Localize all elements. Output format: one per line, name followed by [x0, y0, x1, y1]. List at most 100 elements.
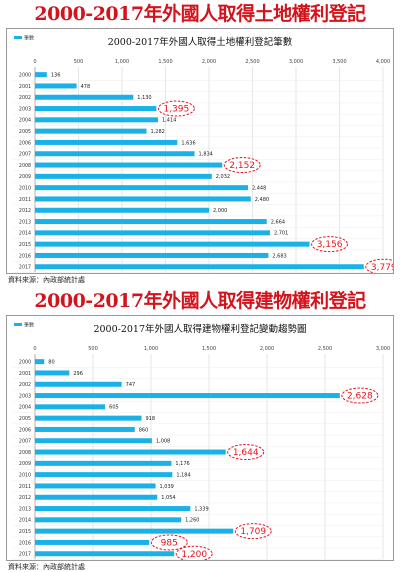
x-tick-label: 1,500	[158, 59, 172, 65]
bar	[35, 551, 175, 557]
y-tick-label: 2012	[19, 495, 31, 501]
source-note-land: 資料來源：內政部統計處	[8, 276, 85, 284]
highlight-ellipse	[341, 387, 379, 404]
bar	[35, 151, 195, 157]
data-label-highlight: 2,152	[229, 161, 255, 171]
bar	[35, 106, 157, 112]
data-label: 747	[126, 382, 136, 388]
x-tick-label: 1,000	[144, 346, 158, 352]
chart-title: 2000-2017年外國人取得土地權利登記筆數	[108, 36, 293, 48]
bar	[35, 404, 106, 410]
x-tick-label: 2,000	[202, 59, 216, 65]
bar	[35, 94, 134, 100]
y-tick-label: 2015	[19, 529, 31, 535]
y-tick-label: 2007	[19, 152, 31, 158]
x-tick-label: 1,000	[115, 59, 129, 65]
bar	[35, 517, 182, 523]
data-label: 1,834	[199, 152, 213, 158]
x-tick-label: 2,000	[260, 346, 274, 352]
bar	[35, 426, 135, 432]
bar	[35, 370, 70, 376]
bar	[35, 83, 77, 89]
bar	[35, 449, 226, 455]
bar	[35, 460, 172, 466]
bar	[35, 185, 248, 191]
y-tick-label: 2017	[19, 552, 31, 558]
data-label: 2,032	[216, 174, 230, 180]
y-tick-label: 2013	[19, 506, 31, 512]
y-tick-label: 2002	[19, 382, 31, 388]
y-tick-label: 2004	[19, 405, 31, 411]
y-tick-label: 2001	[19, 371, 31, 377]
legend-label: 筆數	[24, 35, 34, 42]
bar	[35, 173, 212, 179]
bar	[35, 494, 158, 500]
y-tick-label: 2015	[19, 242, 31, 248]
y-tick-label: 2008	[19, 163, 31, 169]
data-label: 1,282	[151, 129, 165, 135]
y-tick-label: 2011	[19, 484, 31, 490]
data-label-highlight: 985	[161, 538, 178, 548]
y-tick-label: 2003	[19, 106, 31, 112]
legend-swatch	[14, 36, 22, 39]
bar	[35, 393, 340, 399]
data-label: 2,480	[255, 197, 269, 203]
data-label: 1,039	[160, 484, 174, 490]
y-tick-label: 2006	[19, 427, 31, 433]
bar	[35, 438, 152, 444]
data-label: 1,054	[161, 495, 175, 501]
bar	[35, 415, 142, 421]
y-tick-label: 2011	[19, 197, 31, 203]
y-tick-label: 2010	[19, 185, 31, 191]
x-tick-label: 2,500	[318, 346, 332, 352]
headline-building: 2000-2017年外國人取得建物權利登記	[34, 290, 366, 312]
y-tick-label: 2000	[19, 72, 31, 78]
building-registration-chart: 2000-2017年外國人取得建物權利登記變動趨勢圖 筆數 0 500 1,000 1,5…	[13, 322, 390, 560]
data-label: 2,448	[252, 185, 266, 191]
bar	[35, 483, 156, 489]
bar	[35, 359, 45, 365]
y-tick-label: 2012	[19, 208, 31, 214]
data-label: 80	[48, 359, 54, 365]
y-tick-label: 2003	[19, 393, 31, 399]
data-label-highlight: 1,200	[181, 550, 207, 560]
data-label: 1,008	[156, 439, 170, 445]
y-tick-label: 2014	[19, 518, 31, 524]
data-label: 478	[81, 84, 91, 90]
y-tick-label: 2005	[19, 416, 31, 422]
bar	[35, 162, 223, 168]
highlight-ellipse	[223, 157, 261, 174]
data-label-highlight: 3,779	[371, 263, 393, 273]
x-tick-label: 3,000	[289, 59, 303, 65]
data-label: 2,683	[272, 253, 286, 259]
data-label: 1,130	[137, 95, 151, 101]
x-tick-label: 2,500	[245, 59, 259, 65]
bar	[35, 241, 310, 247]
bar	[35, 128, 147, 134]
bar	[35, 196, 251, 202]
bar	[35, 219, 267, 225]
data-label-highlight: 3,156	[317, 240, 343, 250]
headline-land: 2000-2017年外國人取得土地權利登記	[34, 3, 366, 25]
data-label-highlight: 1,709	[240, 527, 266, 537]
x-tick-label: 4,000	[376, 59, 390, 65]
bar	[35, 528, 234, 534]
bar	[35, 207, 209, 213]
data-label: 860	[139, 427, 149, 433]
y-tick-label: 2001	[19, 84, 31, 90]
highlight-ellipse	[311, 236, 349, 253]
y-tick-label: 2005	[19, 129, 31, 135]
y-tick-label: 2006	[19, 140, 31, 146]
bar	[35, 72, 47, 78]
data-label: 1,339	[194, 506, 208, 512]
y-tick-label: 2009	[19, 174, 31, 180]
data-label: 136	[51, 72, 61, 78]
data-label: 2,000	[213, 208, 227, 214]
source-note-building: 資料來源：內政部統計處	[8, 563, 85, 571]
x-tick-label: 1,500	[202, 346, 216, 352]
chart-panel-land: 2000-2017年外國人取得土地權利登記筆數 筆數 0 500 1,000 1,500 2…	[6, 28, 394, 274]
y-tick-label: 2000	[19, 359, 31, 365]
data-label: 2,701	[274, 231, 288, 237]
bar	[35, 472, 173, 478]
y-tick-label: 2004	[19, 118, 31, 124]
